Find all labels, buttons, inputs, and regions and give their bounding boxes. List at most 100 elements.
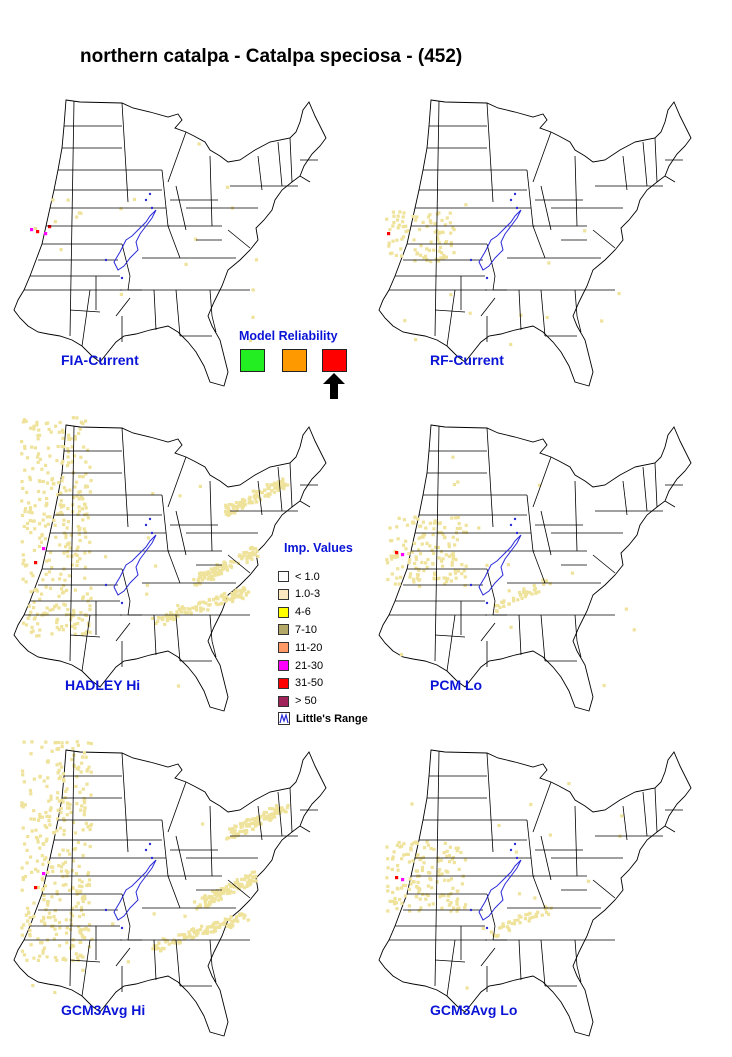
- importance-cell: [88, 827, 92, 832]
- importance-cell: [64, 612, 69, 617]
- state-boundary: [277, 791, 283, 837]
- importance-cell: [58, 762, 62, 766]
- importance-cell: [57, 864, 61, 868]
- importance-cell: [460, 563, 464, 567]
- importance-cell: [180, 606, 184, 610]
- importance-cell: [463, 905, 467, 910]
- importance-cell: [169, 611, 173, 615]
- us-eastern-map: [13, 416, 327, 712]
- legend-item: 31-50: [278, 677, 323, 690]
- importance-cell: [154, 564, 158, 568]
- importance-cell: [48, 586, 53, 590]
- littles-range-point: [150, 856, 154, 860]
- importance-cell: [497, 823, 501, 828]
- state-boundary: [592, 229, 616, 249]
- importance-legend-title: Imp. Values: [284, 541, 353, 555]
- importance-cell: [225, 917, 229, 922]
- importance-cell: [26, 616, 30, 620]
- importance-cell: [89, 478, 93, 483]
- littles-range-point: [515, 531, 519, 535]
- importance-cell: [200, 822, 205, 826]
- importance-cell: [449, 579, 453, 583]
- importance-cell: [251, 550, 255, 555]
- importance-cell: [439, 251, 444, 255]
- importance-cell: [81, 596, 85, 601]
- importance-cell: [38, 834, 43, 838]
- importance-cell: [62, 956, 66, 960]
- importance-cell: [60, 798, 64, 802]
- importance-cell: [183, 610, 187, 614]
- importance-cell: [229, 830, 233, 834]
- importance-cell: [59, 248, 63, 252]
- legend-label: 11-20: [295, 641, 323, 654]
- importance-cell: [83, 842, 87, 846]
- importance-cell: [240, 877, 244, 881]
- importance-cell: [395, 843, 399, 847]
- importance-cell: [151, 492, 155, 496]
- state-boundary: [434, 100, 440, 337]
- importance-cell: [429, 240, 433, 244]
- importance-cell: [20, 769, 25, 773]
- importance-cell: [231, 835, 235, 839]
- importance-cell: [489, 930, 493, 934]
- importance-cell: [390, 572, 394, 576]
- importance-cell: [37, 522, 42, 526]
- state-boundary: [664, 825, 676, 833]
- importance-cell: [433, 545, 438, 549]
- importance-cell: [438, 521, 442, 525]
- state-boundary: [592, 554, 616, 574]
- importance-cell: [393, 582, 397, 586]
- importance-cell: [58, 944, 62, 948]
- importance-cell: [213, 897, 217, 901]
- importance-cell: [78, 474, 82, 479]
- importance-cell: [418, 552, 423, 556]
- importance-cell: [285, 483, 290, 487]
- importance-cell: [86, 516, 90, 520]
- importance-cell: [232, 590, 237, 594]
- importance-cell: [395, 218, 400, 222]
- state-boundary: [446, 939, 456, 997]
- importance-cell: [53, 220, 57, 224]
- importance-cell: [32, 427, 36, 431]
- importance-cell: [35, 634, 39, 638]
- importance-cell: [252, 870, 257, 874]
- importance-cell: [451, 557, 455, 561]
- state-boundary: [540, 939, 546, 987]
- importance-cell: [437, 556, 441, 560]
- importance-cell: [447, 545, 451, 549]
- importance-cell: [407, 560, 411, 565]
- importance-cell: [452, 251, 456, 255]
- importance-cell: [507, 927, 511, 931]
- littles-range-point: [469, 258, 473, 262]
- importance-cell: [459, 850, 463, 855]
- importance-cell: [443, 223, 447, 227]
- importance-cell: [251, 553, 255, 557]
- importance-cell: [229, 560, 233, 564]
- importance-cell: [464, 530, 469, 534]
- importance-cell: [440, 872, 444, 876]
- importance-cell: [58, 420, 62, 425]
- importance-cell: [58, 898, 62, 902]
- importance-cell: [41, 518, 45, 522]
- region-outline: [378, 424, 692, 712]
- state-boundary: [574, 480, 578, 552]
- importance-cell: [28, 788, 33, 793]
- importance-cell: [392, 902, 397, 906]
- importance-cell: [273, 810, 277, 814]
- importance-cell: [61, 459, 65, 464]
- importance-cell: [154, 621, 158, 626]
- importance-cell: [456, 515, 460, 520]
- importance-cell: [30, 228, 34, 232]
- importance-cell: [425, 247, 429, 251]
- importance-cell: [234, 592, 238, 597]
- importance-cell: [157, 946, 161, 951]
- importance-cell: [192, 577, 196, 582]
- importance-cell: [425, 565, 429, 570]
- importance-cell: [236, 882, 240, 886]
- importance-cell: [28, 922, 32, 927]
- importance-cells: [385, 203, 621, 362]
- importance-cell: [229, 565, 234, 569]
- importance-cell: [80, 897, 85, 901]
- importance-cell: [36, 230, 40, 234]
- importance-cell: [409, 846, 413, 850]
